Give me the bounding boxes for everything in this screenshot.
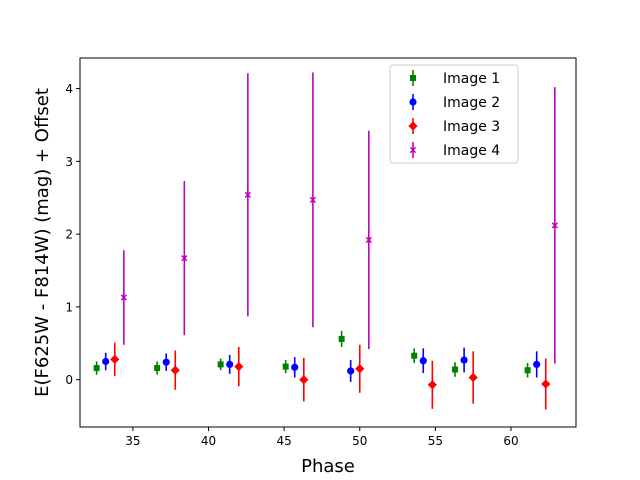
x-axis-label: Phase <box>301 456 355 477</box>
data-point <box>234 361 244 372</box>
legend-entry: Image 2 <box>409 94 500 111</box>
data-point <box>365 236 372 244</box>
y-tick-label: 1 <box>65 300 73 314</box>
data-point <box>93 365 100 372</box>
data-point <box>347 367 355 375</box>
x-tick-label: 35 <box>125 434 140 448</box>
y-axis-label: E(F625W - F814W) (mag) + Offset <box>32 88 53 397</box>
legend-label: Image 4 <box>443 143 500 159</box>
data-point <box>181 255 188 262</box>
data-point <box>244 191 251 198</box>
axes-frame <box>79 57 577 428</box>
data-point <box>460 356 468 364</box>
x-tick-label: 50 <box>352 434 367 448</box>
legend-entry: Image 4 <box>409 142 500 159</box>
data-point <box>226 360 234 369</box>
y-tick-label: 2 <box>65 228 73 242</box>
data-point <box>468 372 478 383</box>
x-axis-ticks: 35 40 45 50 55 60 <box>125 427 519 448</box>
x-tick-label: 45 <box>277 434 292 448</box>
data-point <box>154 365 161 372</box>
data-point <box>524 367 531 374</box>
legend-box <box>389 64 519 164</box>
data-point <box>309 196 317 204</box>
legend-entry: Image 1 <box>410 70 500 87</box>
data-point <box>282 363 289 370</box>
legend-entry: Image 3 <box>408 118 500 135</box>
data-marks <box>93 72 558 410</box>
legend: Image 1 Image 2 Image 3 Image 4 <box>389 64 519 164</box>
legend-marker <box>409 98 417 106</box>
data-point <box>427 380 437 390</box>
data-point <box>541 379 551 389</box>
data-point <box>217 361 224 368</box>
data-point <box>533 360 541 369</box>
series-1 <box>93 330 531 378</box>
legend-marker <box>409 146 417 154</box>
y-axis-ticks: 0 1 2 3 4 <box>65 82 80 387</box>
y-tick-label: 0 <box>65 373 73 387</box>
legend-marker <box>408 121 418 131</box>
y-tick-label: 4 <box>65 82 73 96</box>
data-point <box>291 363 299 371</box>
legend-marker <box>410 75 416 81</box>
data-point <box>411 352 418 359</box>
legend-label: Image 1 <box>443 71 500 87</box>
data-point <box>120 294 127 301</box>
data-point <box>170 365 180 375</box>
data-point <box>110 354 120 364</box>
series-3 <box>110 342 551 410</box>
data-point <box>102 357 110 366</box>
series-2 <box>102 347 541 382</box>
x-tick-label: 40 <box>201 434 216 448</box>
data-point <box>419 357 427 365</box>
x-tick-label: 60 <box>503 434 518 448</box>
data-point <box>338 335 345 342</box>
data-point <box>452 366 459 373</box>
legend-label: Image 2 <box>443 95 500 111</box>
legend-label: Image 3 <box>443 119 500 135</box>
series-4 <box>120 72 558 364</box>
x-tick-label: 55 <box>428 434 443 448</box>
y-tick-label: 3 <box>65 155 73 169</box>
data-point <box>551 222 558 229</box>
data-point <box>299 375 309 385</box>
data-point <box>355 364 365 374</box>
data-point <box>162 358 170 366</box>
